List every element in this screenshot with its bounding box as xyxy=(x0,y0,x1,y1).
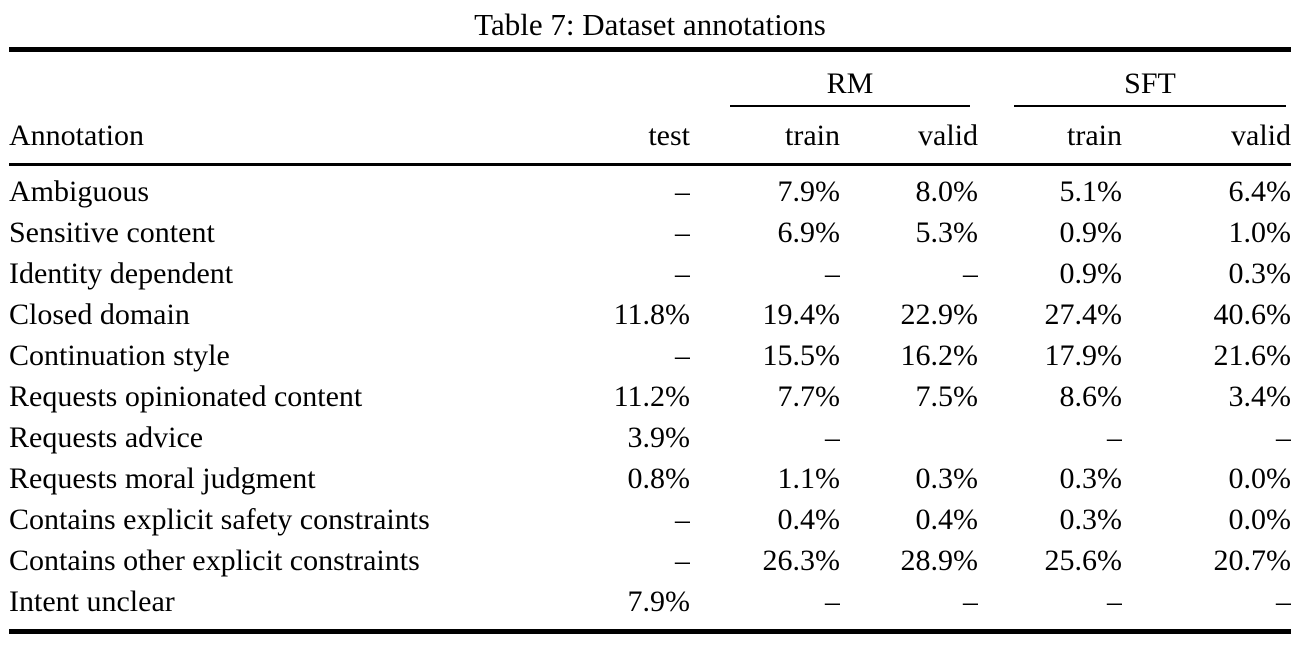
column-header-row: Annotation test train valid train valid xyxy=(9,107,1292,166)
cell-test: – xyxy=(675,503,690,536)
group-header-rm: RM xyxy=(690,50,978,107)
column-header-rm-valid: valid xyxy=(840,107,978,166)
cell-annotation: Requests moral judgment xyxy=(9,462,316,495)
group-label-rm: RM xyxy=(826,67,874,100)
cell-sft-valid: – xyxy=(1276,585,1292,618)
cell-annotation: Sensitive content xyxy=(9,216,215,249)
cell-annotation: Continuation style xyxy=(9,339,230,372)
cell-annotation: Intent unclear xyxy=(9,585,175,618)
cell-rm-train: – xyxy=(825,257,840,290)
cell-sft-train: – xyxy=(1107,585,1122,618)
table-row: Continuation style – 15.5% 16.2% 17.9% 2… xyxy=(9,335,1291,376)
cell-sft-valid: – xyxy=(1276,421,1292,454)
cell-rm-valid xyxy=(840,417,978,458)
column-header-sft-valid: valid xyxy=(1122,107,1292,166)
cell-sft-train: 0.9% xyxy=(1059,216,1123,249)
cell-rm-train: – xyxy=(825,421,840,454)
cell-test: – xyxy=(675,216,690,249)
cell-sft-train: 25.6% xyxy=(1044,544,1123,577)
cell-sft-valid: 0.0% xyxy=(1228,462,1292,495)
cell-test: 11.2% xyxy=(613,380,690,413)
cell-sft-train: – xyxy=(1107,421,1122,454)
cell-rm-train: 26.3% xyxy=(762,544,841,577)
cell-sft-valid: 1.0% xyxy=(1228,216,1292,249)
cell-rm-valid: 5.3% xyxy=(915,216,979,249)
cell-sft-valid: 6.4% xyxy=(1228,175,1292,208)
cell-sft-valid: 0.3% xyxy=(1228,257,1292,290)
group-label-sft: SFT xyxy=(1124,67,1176,100)
cell-rm-valid: 8.0% xyxy=(915,175,979,208)
cell-rm-valid: 0.4% xyxy=(915,503,979,536)
cell-annotation: Requests advice xyxy=(9,421,204,454)
cell-annotation: Identity dependent xyxy=(9,257,234,290)
cell-sft-train: 8.6% xyxy=(1059,380,1123,413)
table-row: Sensitive content – 6.9% 5.3% 0.9% 1.0% xyxy=(9,212,1291,253)
cell-sft-train: 0.3% xyxy=(1059,462,1123,495)
cell-annotation: Contains other explicit constraints xyxy=(9,544,420,577)
cell-rm-train: 6.9% xyxy=(777,216,841,249)
cell-test: – xyxy=(675,257,690,290)
cell-rm-train: – xyxy=(825,585,840,618)
cell-rm-train: 0.4% xyxy=(777,503,841,536)
table-row: Contains other explicit constraints – 26… xyxy=(9,540,1291,581)
cell-rm-valid: 16.2% xyxy=(900,339,979,372)
cell-sft-train: 27.4% xyxy=(1044,298,1123,331)
table-row: Requests moral judgment 0.8% 1.1% 0.3% 0… xyxy=(9,458,1291,499)
cell-annotation: Contains explicit safety constraints xyxy=(9,503,430,536)
table-row: Identity dependent – – – 0.9% 0.3% xyxy=(9,253,1291,294)
cell-rm-valid: 28.9% xyxy=(900,544,979,577)
cell-sft-valid: 40.6% xyxy=(1213,298,1292,331)
table-caption: Table 7: Dataset annotations xyxy=(474,7,826,42)
group-header-sft: SFT xyxy=(978,50,1291,107)
cell-annotation: Requests opinionated content xyxy=(9,380,363,413)
cell-rm-train: 7.7% xyxy=(777,380,841,413)
table-row: Ambiguous – 7.9% 8.0% 5.1% 6.4% xyxy=(9,165,1291,213)
cell-rm-train: 7.9% xyxy=(777,175,841,208)
cell-rm-valid: – xyxy=(963,585,978,618)
cell-test: 11.8% xyxy=(613,298,690,331)
cell-annotation: Closed domain xyxy=(9,298,190,331)
cell-sft-train: 0.9% xyxy=(1059,257,1123,290)
cell-sft-valid: 3.4% xyxy=(1228,380,1292,413)
cell-rm-valid: 22.9% xyxy=(900,298,979,331)
cell-rm-valid: 0.3% xyxy=(915,462,979,495)
cell-sft-valid: 0.0% xyxy=(1228,503,1292,536)
cell-annotation: Ambiguous xyxy=(9,175,150,208)
cell-test: 3.9% xyxy=(627,421,691,454)
column-header-sft-train: train xyxy=(978,107,1122,166)
cell-rm-train: 15.5% xyxy=(762,339,841,372)
cell-sft-valid: 21.6% xyxy=(1213,339,1292,372)
cell-sft-train: 0.3% xyxy=(1059,503,1123,536)
cell-test: – xyxy=(675,544,690,577)
cell-test: 7.9% xyxy=(627,585,691,618)
group-header-row: RM SFT xyxy=(9,50,1291,108)
cell-rm-valid: – xyxy=(963,257,978,290)
group-header-spacer xyxy=(549,50,690,108)
cell-sft-train: 5.1% xyxy=(1059,175,1123,208)
table-row: Requests advice 3.9% – – – xyxy=(9,417,1291,458)
column-header-rm-train: train xyxy=(690,107,840,166)
group-header-spacer xyxy=(9,50,549,108)
cell-rm-train: 1.1% xyxy=(777,462,841,495)
table-row: Requests opinionated content 11.2% 7.7% … xyxy=(9,376,1291,417)
cell-rm-train: 19.4% xyxy=(762,298,841,331)
table-row: Closed domain 11.8% 19.4% 22.9% 27.4% 40… xyxy=(9,294,1291,335)
column-header-annotation: Annotation xyxy=(9,107,549,166)
cell-sft-train: 17.9% xyxy=(1044,339,1123,372)
table-row: Intent unclear 7.9% – – – – xyxy=(9,581,1291,632)
cell-test: – xyxy=(675,175,690,208)
cell-test: 0.8% xyxy=(627,462,691,495)
cell-rm-valid: 7.5% xyxy=(915,380,979,413)
dataset-annotations-table: RM SFT Annotation test train valid train… xyxy=(9,47,1292,634)
column-header-test: test xyxy=(549,107,690,166)
table-row: Contains explicit safety constraints – 0… xyxy=(9,499,1291,540)
cell-sft-valid: 20.7% xyxy=(1213,544,1292,577)
cell-test: – xyxy=(675,339,690,372)
